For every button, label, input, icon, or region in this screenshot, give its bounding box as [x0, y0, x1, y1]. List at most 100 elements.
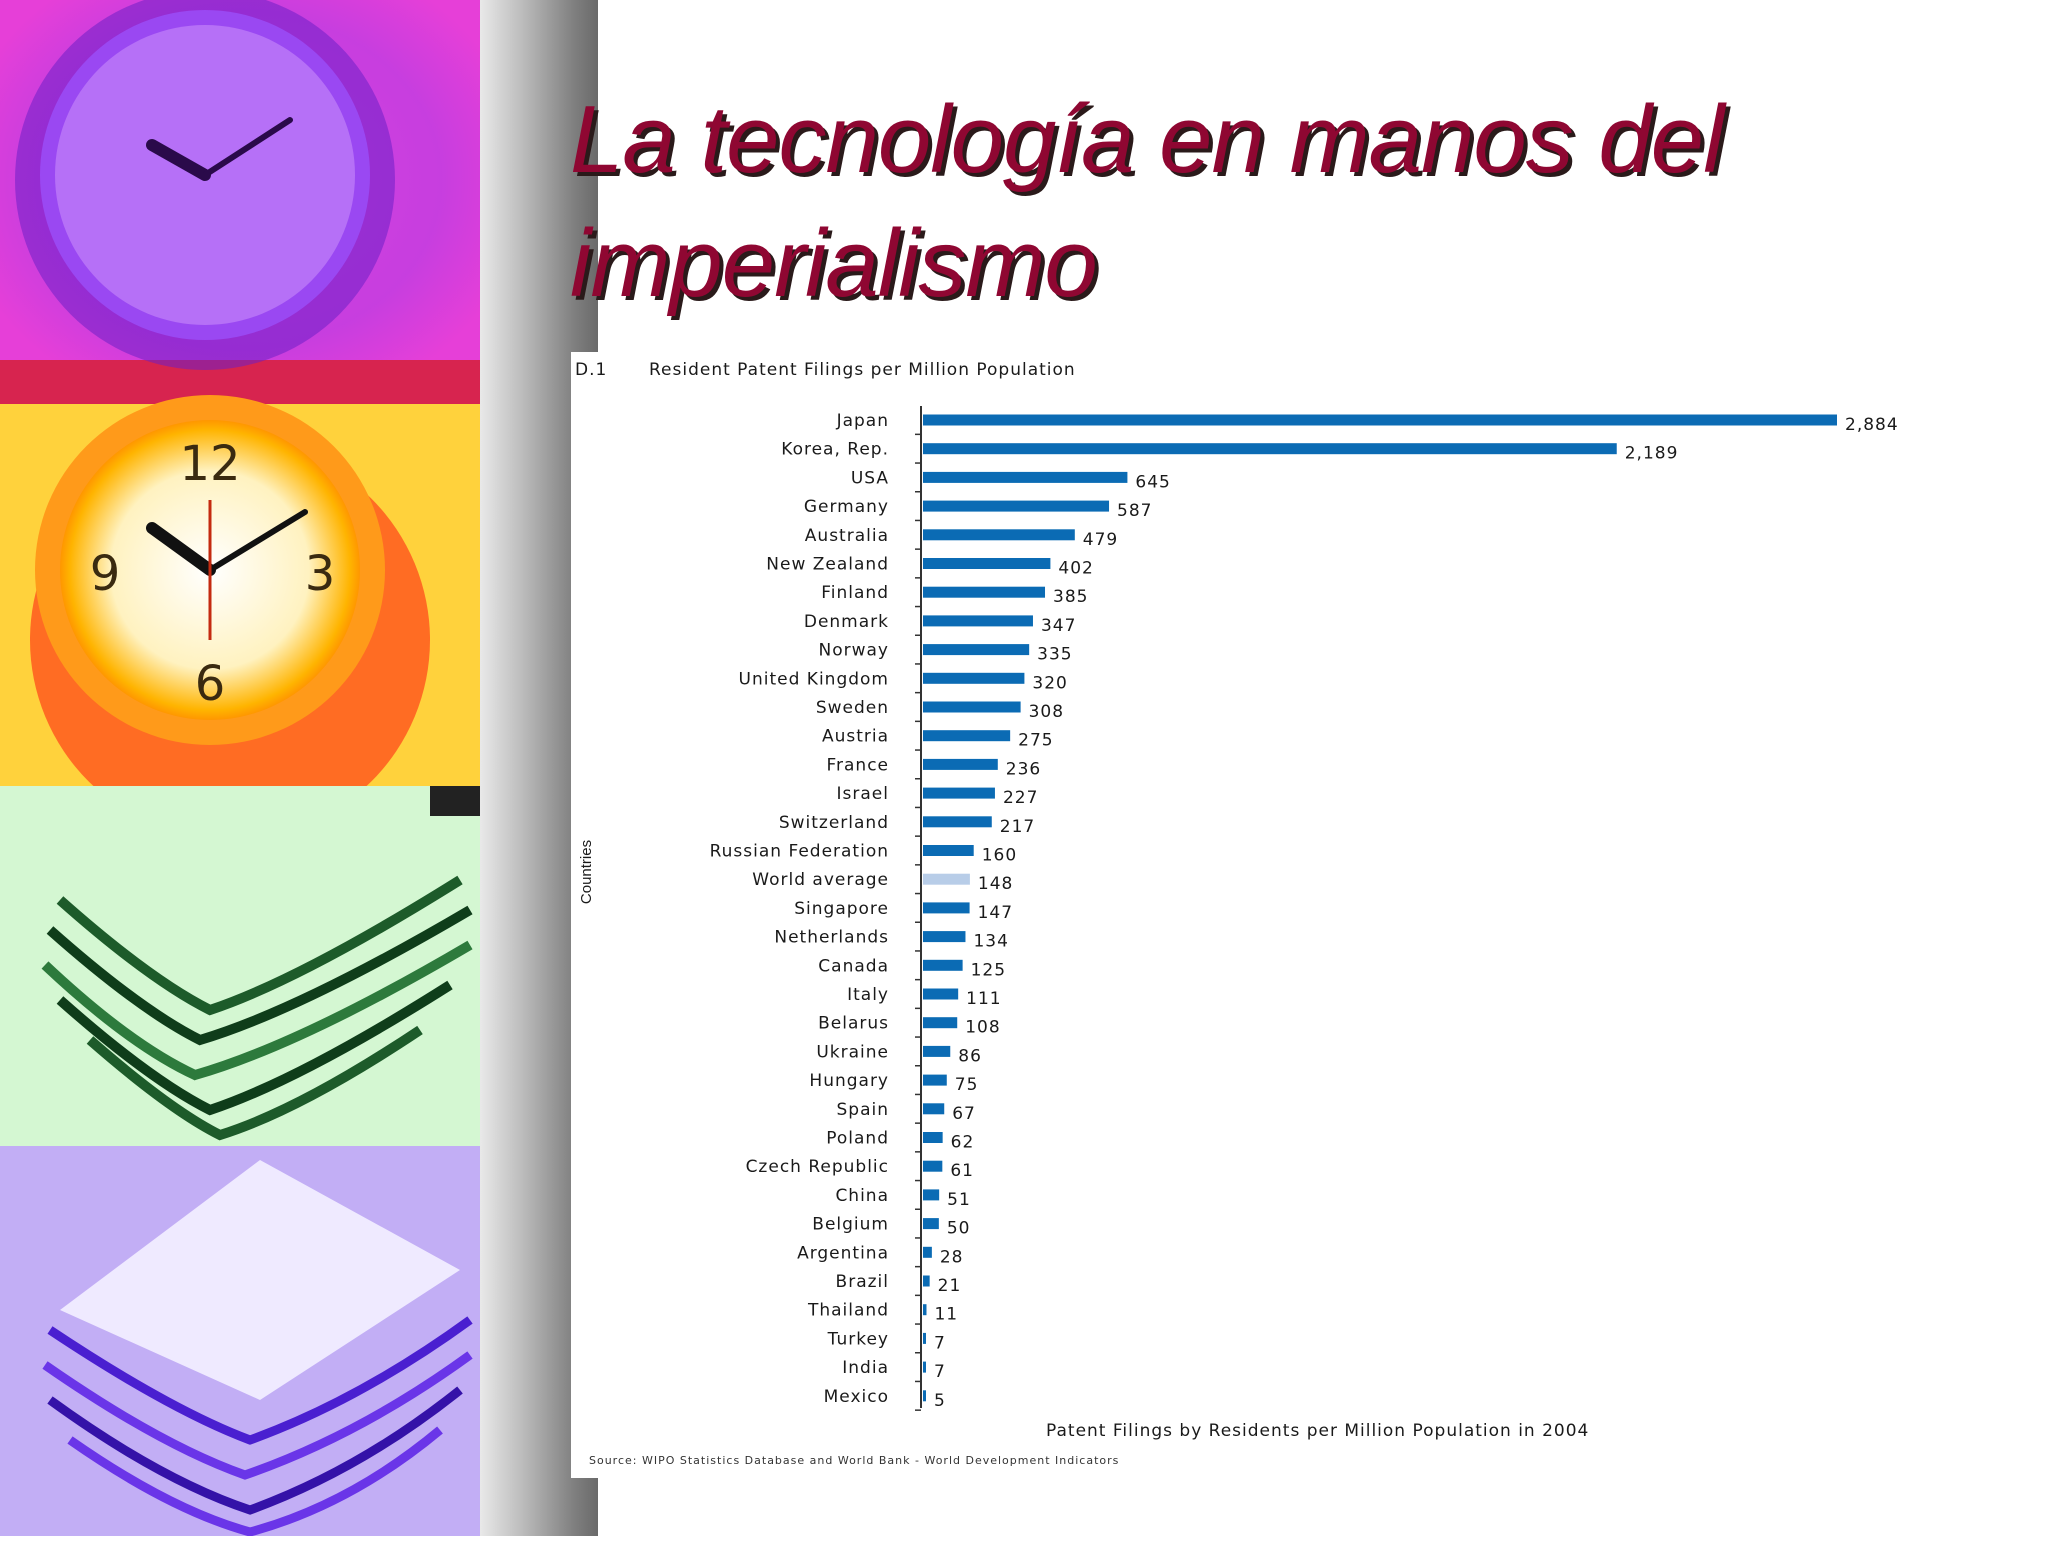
bar — [923, 586, 1046, 598]
bar — [923, 443, 1617, 455]
value-label: 51 — [947, 1190, 971, 1210]
category-label: Russian Federation — [710, 842, 889, 862]
bar — [923, 758, 998, 770]
bar — [923, 873, 970, 885]
value-label: 5 — [934, 1391, 946, 1411]
source-note: Source: WIPO Statistics Database and Wor… — [589, 1454, 1119, 1467]
green-tile — [0, 786, 480, 1146]
bar — [923, 1045, 951, 1057]
category-label: New Zealand — [766, 555, 889, 575]
green-papers-icon — [41, 875, 473, 1141]
violet-papers-icon — [42, 1316, 473, 1537]
value-label: 11 — [934, 1305, 958, 1325]
value-label: 275 — [1018, 731, 1053, 751]
svg-text:3: 3 — [305, 546, 336, 602]
bar — [923, 414, 1837, 426]
value-label: 21 — [938, 1276, 962, 1296]
category-label: Belgium — [812, 1215, 889, 1235]
x-axis-label: Patent Filings by Residents per Million … — [1046, 1421, 1589, 1441]
category-label: United Kingdom — [739, 669, 889, 689]
value-label: 111 — [966, 989, 1001, 1009]
bar — [923, 558, 1051, 569]
category-label: Germany — [804, 497, 889, 517]
slide-title: La tecnología en manos del imperialismo — [570, 86, 1725, 317]
bar — [923, 931, 966, 943]
value-label: 7 — [934, 1362, 946, 1382]
bar — [923, 500, 1110, 512]
category-label: Norway — [819, 641, 890, 661]
value-label: 61 — [950, 1161, 974, 1181]
category-label: Czech Republic — [746, 1157, 889, 1177]
value-label: 347 — [1041, 616, 1076, 636]
bar — [923, 1218, 939, 1230]
category-label: Japan — [836, 411, 889, 431]
value-label: 147 — [978, 903, 1013, 923]
category-label: Brazil — [836, 1272, 889, 1292]
value-label: 385 — [1053, 587, 1088, 607]
value-label: 335 — [1037, 645, 1072, 665]
value-label: 28 — [940, 1247, 964, 1267]
category-label: Canada — [818, 956, 889, 976]
value-label: 67 — [952, 1104, 976, 1124]
category-label: Switzerland — [779, 813, 889, 833]
category-label: USA — [851, 468, 889, 488]
category-label: World average — [752, 870, 889, 890]
bar — [923, 1275, 930, 1287]
bar — [923, 615, 1033, 627]
bar — [923, 1103, 945, 1115]
category-label: Sweden — [816, 698, 889, 718]
bar — [923, 1160, 943, 1172]
svg-text:6: 6 — [195, 656, 226, 712]
svg-text:12: 12 — [179, 436, 240, 492]
category-label: Poland — [826, 1129, 889, 1149]
bar — [923, 1304, 927, 1316]
bar — [923, 845, 974, 856]
value-label: 86 — [958, 1046, 982, 1066]
value-label: 402 — [1058, 559, 1093, 579]
bar — [923, 1332, 926, 1344]
photo-collage: 12 3 6 9 — [0, 0, 480, 1537]
category-label: Italy — [847, 985, 889, 1005]
value-label: 217 — [1000, 817, 1035, 837]
category-label: Korea, Rep. — [781, 440, 889, 460]
bar — [923, 1189, 940, 1201]
value-label: 645 — [1135, 472, 1170, 492]
bar — [923, 1132, 943, 1143]
bar — [923, 988, 959, 1000]
bar — [923, 471, 1128, 483]
patent-chart: D.1 Resident Patent Filings per Million … — [571, 352, 1906, 1478]
value-label: 227 — [1003, 788, 1038, 808]
value-label: 108 — [965, 1018, 1000, 1038]
value-label: 320 — [1032, 673, 1067, 693]
value-label: 308 — [1029, 702, 1064, 722]
bar — [923, 1390, 926, 1402]
bars-group: Japan 2,884 Korea, Rep. 2,189 USA 645 Germany 5… — [710, 411, 1899, 1411]
value-label: 50 — [947, 1219, 971, 1239]
category-label: Argentina — [797, 1243, 889, 1263]
value-label: 62 — [951, 1133, 975, 1153]
category-label: Singapore — [794, 899, 889, 919]
value-label: 236 — [1006, 759, 1041, 779]
category-label: China — [835, 1186, 889, 1206]
bar — [923, 730, 1011, 742]
bar — [923, 701, 1021, 713]
category-label: France — [826, 755, 889, 775]
figure-id: D.1 — [575, 360, 607, 380]
bar — [923, 1361, 926, 1373]
category-label: Turkey — [827, 1329, 889, 1349]
category-label: Israel — [837, 784, 889, 804]
chart-title: Resident Patent Filings per Million Popu… — [649, 360, 1076, 380]
category-label: Thailand — [807, 1301, 889, 1321]
bar — [923, 644, 1030, 656]
category-label: Spain — [837, 1100, 890, 1120]
value-label: 148 — [978, 874, 1013, 894]
value-label: 2,884 — [1845, 415, 1899, 435]
value-label: 134 — [973, 932, 1008, 952]
category-label: Finland — [821, 583, 889, 603]
bar — [923, 672, 1025, 684]
value-label: 125 — [971, 960, 1006, 980]
y-axis-label: Countries — [578, 840, 595, 904]
bar — [923, 959, 963, 971]
category-label: Belarus — [818, 1014, 889, 1034]
bar-chart-svg: D.1 Resident Patent Filings per Million … — [575, 360, 1899, 1467]
